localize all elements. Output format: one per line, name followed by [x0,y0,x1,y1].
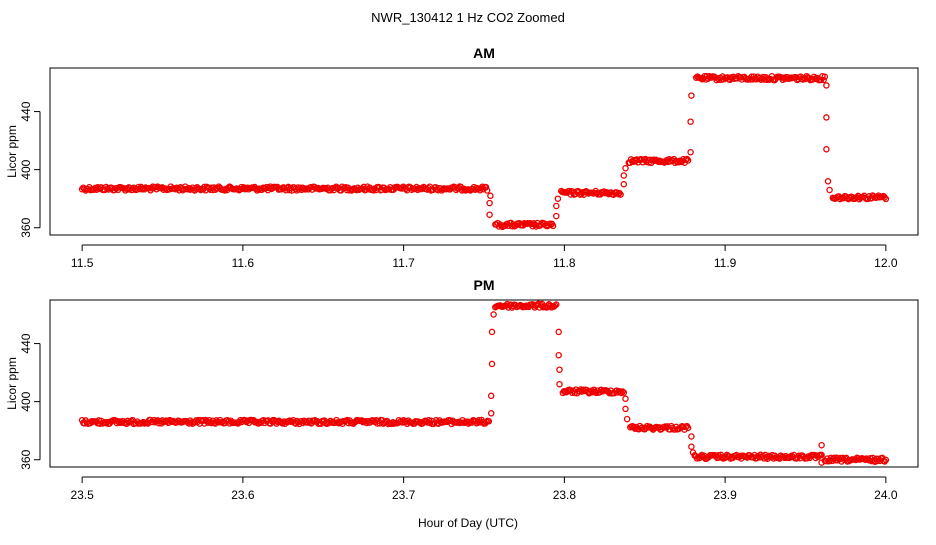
data-point [556,366,563,373]
data-point [620,180,628,188]
data-point [553,301,560,308]
y-axis-label: Licor ppm [5,125,19,178]
data-point [553,202,560,210]
data-point [823,82,830,89]
panel-am: AM Licor ppm 11.5 11.6 11.7 11.8 11.9 12.0 360 40… [5,45,919,270]
data-point [675,158,682,166]
data-point [549,222,557,230]
x-tick-label: 23.5 [70,488,94,502]
data-point [490,311,497,318]
data-point [617,191,624,198]
data-point [881,194,888,201]
x-tick-label: 12.0 [874,256,898,270]
panel-title: AM [473,45,495,61]
data-points [78,300,890,466]
x-tick-label: 23.6 [231,488,255,502]
data-point [616,189,623,197]
data-point [763,76,771,84]
data-point [619,388,626,395]
data-point [487,410,495,417]
data-point [488,328,496,336]
data-point [882,456,890,464]
data-point [618,389,625,397]
data-point [622,405,629,413]
data-point [482,183,490,191]
data-point [623,415,631,423]
x-tick-label: 11.7 [392,256,415,270]
x-tick-label: 11.8 [553,256,576,270]
data-point [620,172,628,179]
x-tick-label: 23.9 [713,488,737,502]
data-point [487,192,494,200]
data-point [486,199,493,207]
data-point [555,328,562,336]
data-point [487,392,495,400]
y-tick-label: 360 [19,449,33,469]
data-point [620,389,628,396]
y-tick-label: 400 [19,391,33,411]
panel-title: PM [474,277,495,293]
plot-frame [49,299,919,468]
data-point [882,195,890,203]
data-point [553,212,560,220]
data-point [688,433,695,440]
data-point [818,451,825,459]
data-point [554,195,562,202]
data-point [689,449,697,456]
data-point [200,416,207,424]
x-tick-label: 23.7 [392,488,416,502]
data-point [688,443,695,450]
data-point [551,302,559,309]
data-point [688,92,695,99]
x-tick-label: 11.6 [232,256,255,270]
data-point [868,457,875,465]
data-point [818,441,825,449]
data-point [820,76,827,84]
data-point [622,395,629,402]
y-tick-label: 360 [19,217,33,237]
data-point [823,146,830,153]
data-point [488,360,496,368]
data-point [683,155,691,163]
y-axis-label: Licor ppm [5,357,19,410]
data-points [78,72,890,231]
data-point [94,184,101,191]
x-tick-label: 11.5 [71,256,94,270]
panel-pm: PM Licor ppm 23.5 23.6 23.7 23.8 23.9 24.0 360 40… [5,277,919,502]
data-point [826,186,833,194]
y-tick-label: 400 [19,159,33,179]
x-tick-label: 23.8 [553,488,577,502]
data-point [485,418,493,425]
data-point [687,118,694,125]
x-axis-label: Hour of Day (UTC) [418,516,518,530]
data-point [821,73,829,80]
data-point [824,178,832,185]
data-point [684,424,692,432]
data-point [823,114,830,121]
y-tick-label: 440 [19,101,33,121]
x-tick-label: 11.9 [714,256,737,270]
data-point [622,164,629,172]
data-point [617,388,624,395]
y-tick-label: 440 [19,333,33,353]
data-point [556,380,563,388]
data-point [555,351,562,359]
plot-frame [49,67,919,236]
data-point [486,211,493,218]
data-point [684,157,692,164]
data-point [817,76,825,84]
data-point [687,148,694,156]
data-point [483,187,491,194]
data-point [818,459,825,466]
data-point [348,419,356,426]
x-tick-label: 24.0 [874,488,898,502]
figure-title: NWR_130412 1 Hz CO2 Zoomed [371,10,565,25]
